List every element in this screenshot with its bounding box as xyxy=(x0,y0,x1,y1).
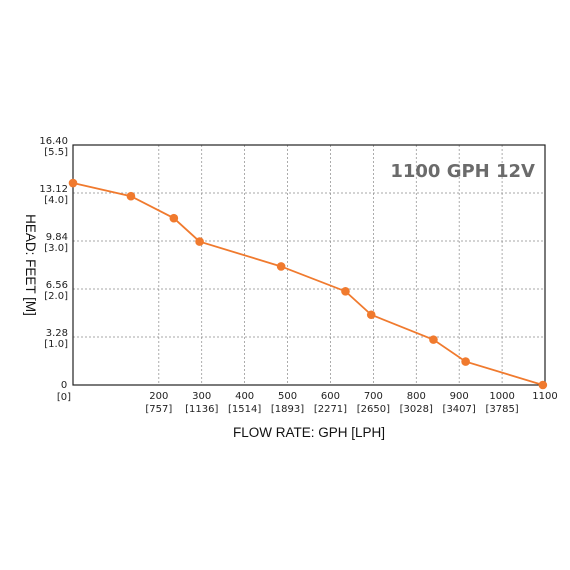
x-tick-label: 700 xyxy=(364,391,383,402)
x-tick-label: 0 xyxy=(61,380,67,391)
x-tick-label: 400 xyxy=(235,391,254,402)
x-axis-title: FLOW RATE: GPH [LPH] xyxy=(233,425,385,440)
grid-lines xyxy=(73,145,545,385)
y-tick-label: 16.40 xyxy=(39,136,68,147)
x-tick-sublabel: [757] xyxy=(145,404,172,415)
series-line xyxy=(72,182,544,386)
x-tick-sublabel: [1514] xyxy=(228,404,261,415)
x-tick-sublabel: [2271] xyxy=(314,404,347,415)
y-tick-label: 13.12 xyxy=(39,184,68,195)
plot-frame xyxy=(72,144,546,386)
data-point xyxy=(429,335,438,344)
data-point xyxy=(366,310,376,320)
data-point xyxy=(461,357,470,366)
x-tick-sublabel: [2650] xyxy=(357,404,390,415)
y-tick-labels: 16.40[5.5] 13.12[4.0] 9.84[3.0] 6.56[2.0] 3.… xyxy=(39,136,68,350)
x-tick-sublabel: [1893] xyxy=(271,404,304,415)
chart-title: 1100 GPH 12V xyxy=(390,161,535,182)
x-tick-label: 800 xyxy=(407,391,426,402)
data-point xyxy=(538,380,548,390)
y-tick-sublabel: [3.0] xyxy=(44,243,68,254)
data-point xyxy=(169,213,179,223)
x-tick-sublabel: [3028] xyxy=(400,404,433,415)
x-tick-labels: 0[0] 200 [757] 300 [1136] 400 [1514] 500 [1893] 6… xyxy=(57,380,558,415)
data-point xyxy=(68,178,78,188)
x-tick-label: 500 xyxy=(278,391,297,402)
x-tick-sublabel: [3407] xyxy=(443,404,476,415)
x-tick-sublabel: [0] xyxy=(57,392,71,403)
x-tick-label: 300 xyxy=(192,391,211,402)
y-tick-sublabel: [5.5] xyxy=(44,147,68,158)
y-tick-sublabel: [4.0] xyxy=(44,195,68,206)
x-tick-label: 600 xyxy=(321,391,340,402)
y-axis-title: HEAD: FEET [M] xyxy=(23,214,38,316)
y-tick-label: 9.84 xyxy=(46,232,68,243)
data-point xyxy=(126,191,136,201)
data-point xyxy=(341,287,350,296)
x-tick-label: 900 xyxy=(450,391,469,402)
data-point xyxy=(195,237,204,246)
y-tick-label: 3.28 xyxy=(46,328,68,339)
x-tick-sublabel: [3785] xyxy=(485,404,518,415)
y-tick-label: 6.56 xyxy=(46,280,68,291)
x-tick-sublabel: [1136] xyxy=(185,404,218,415)
data-point xyxy=(276,262,286,271)
x-tick-label: 1000 xyxy=(489,391,514,402)
x-tick-label: 200 xyxy=(149,391,168,402)
y-tick-sublabel: [1.0] xyxy=(44,339,68,350)
y-tick-sublabel: [2.0] xyxy=(44,291,68,302)
series-markers xyxy=(68,178,548,390)
x-tick-label: 1100 xyxy=(532,391,557,402)
